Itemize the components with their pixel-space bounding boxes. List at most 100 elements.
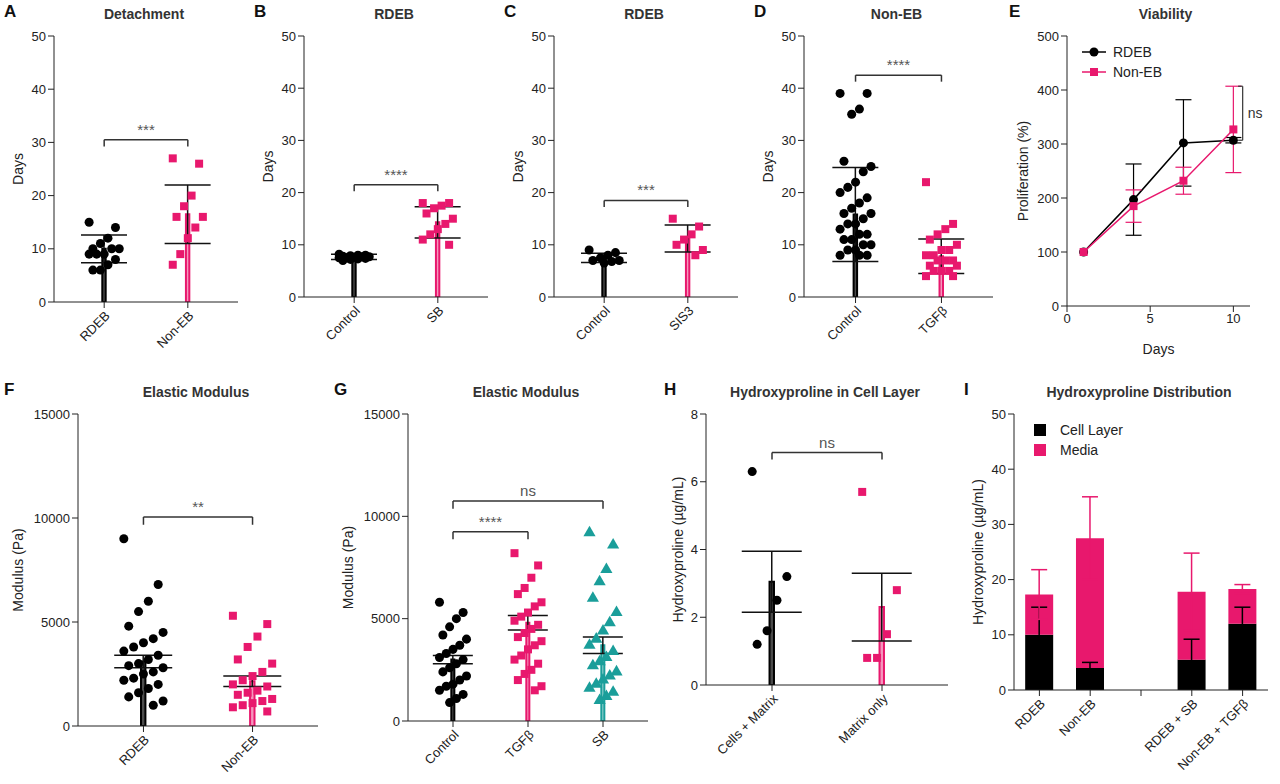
svg-text:0: 0 <box>999 683 1006 698</box>
svg-text:5000: 5000 <box>41 615 70 630</box>
svg-text:Hydroxyproline (µg/mL): Hydroxyproline (µg/mL) <box>670 477 686 623</box>
svg-text:15000: 15000 <box>34 407 70 422</box>
svg-text:RDEB: RDEB <box>77 308 113 344</box>
svg-text:500: 500 <box>1037 29 1059 44</box>
svg-text:10: 10 <box>1226 311 1240 326</box>
svg-text:Control: Control <box>824 303 864 343</box>
svg-text:0: 0 <box>539 290 546 305</box>
svg-text:40: 40 <box>532 81 546 96</box>
html-text:Elastic Modulus: Elastic Modulus <box>472 384 580 400</box>
svg-text:Matrix only: Matrix only <box>836 691 891 746</box>
svg-text:Days: Days <box>1143 341 1175 357</box>
svg-text:10: 10 <box>282 237 296 252</box>
svg-text:Non-EB: Non-EB <box>154 308 197 351</box>
svg-text:10: 10 <box>782 237 796 252</box>
svg-text:0: 0 <box>289 290 296 305</box>
svg-text:****: **** <box>384 166 408 183</box>
svg-text:50: 50 <box>32 29 46 44</box>
svg-text:Days: Days <box>260 151 276 183</box>
svg-text:****: **** <box>887 56 911 73</box>
svg-text:5: 5 <box>1147 311 1154 326</box>
html-text:Detachment: Detachment <box>103 6 185 22</box>
svg-text:10000: 10000 <box>364 509 400 524</box>
svg-text:Non-EB: Non-EB <box>218 732 261 775</box>
svg-text:RDEB + SB: RDEB + SB <box>1141 696 1201 755</box>
svg-text:Control: Control <box>323 303 363 343</box>
svg-text:ns: ns <box>520 482 536 499</box>
svg-text:Non-EB + TGFβ: Non-EB + TGFβ <box>1174 696 1251 773</box>
svg-text:0: 0 <box>789 290 796 305</box>
svg-text:30: 30 <box>782 133 796 148</box>
svg-text:SIS3: SIS3 <box>666 303 697 334</box>
svg-text:0: 0 <box>1063 311 1070 326</box>
svg-text:400: 400 <box>1037 83 1059 98</box>
html-text:Non-EB: Non-EB <box>1113 64 1162 80</box>
svg-text:Days: Days <box>510 151 526 183</box>
svg-text:SB: SB <box>424 303 447 326</box>
svg-text:20: 20 <box>782 185 796 200</box>
svg-text:0: 0 <box>63 719 70 734</box>
svg-text:20: 20 <box>532 185 546 200</box>
svg-text:5000: 5000 <box>371 611 400 626</box>
svg-text:2: 2 <box>691 610 698 625</box>
svg-text:10000: 10000 <box>34 511 70 526</box>
svg-text:Days: Days <box>760 151 776 183</box>
svg-text:50: 50 <box>782 29 796 44</box>
svg-text:200: 200 <box>1037 191 1059 206</box>
svg-text:20: 20 <box>282 185 296 200</box>
svg-text:Proliferation (%): Proliferation (%) <box>1015 121 1031 221</box>
html-text:Viability: Viability <box>1138 6 1193 22</box>
html-text:Elastic Modulus: Elastic Modulus <box>142 384 250 400</box>
svg-text:****: **** <box>479 513 503 530</box>
svg-text:***: *** <box>137 121 155 138</box>
svg-text:40: 40 <box>32 82 46 97</box>
html-text:RDEB: RDEB <box>374 6 414 22</box>
svg-text:**: ** <box>192 498 204 515</box>
svg-text:50: 50 <box>282 29 296 44</box>
svg-text:RDEB: RDEB <box>1012 696 1048 732</box>
svg-text:30: 30 <box>532 133 546 148</box>
svg-text:6: 6 <box>691 474 698 489</box>
svg-text:Control: Control <box>421 727 461 767</box>
svg-text:40: 40 <box>992 462 1006 477</box>
svg-text:0: 0 <box>1052 299 1059 314</box>
svg-text:10: 10 <box>992 627 1006 642</box>
svg-text:40: 40 <box>282 81 296 96</box>
svg-text:30: 30 <box>992 517 1006 532</box>
svg-text:Modulus (Pa): Modulus (Pa) <box>10 528 26 611</box>
html-text:RDEB: RDEB <box>624 6 664 22</box>
svg-text:TGFβ: TGFβ <box>502 727 536 761</box>
svg-text:***: *** <box>637 181 655 198</box>
svg-text:Days: Days <box>10 153 26 185</box>
svg-text:30: 30 <box>32 135 46 150</box>
svg-text:100: 100 <box>1037 245 1059 260</box>
svg-text:15000: 15000 <box>364 407 400 422</box>
svg-text:Non-EB: Non-EB <box>1056 696 1099 739</box>
svg-text:10: 10 <box>532 237 546 252</box>
html-text:Hydroxyproline in Cell Layer: Hydroxyproline in Cell Layer <box>730 384 920 400</box>
svg-text:30: 30 <box>282 133 296 148</box>
svg-text:SB: SB <box>589 727 612 750</box>
svg-text:TGFβ: TGFβ <box>916 303 950 337</box>
svg-text:8: 8 <box>691 407 698 422</box>
svg-text:40: 40 <box>782 81 796 96</box>
svg-text:0: 0 <box>393 714 400 729</box>
svg-text:RDEB: RDEB <box>116 732 152 768</box>
svg-text:50: 50 <box>992 407 1006 422</box>
svg-text:50: 50 <box>532 29 546 44</box>
svg-text:0: 0 <box>39 295 46 310</box>
html-text:Non-EB: Non-EB <box>870 6 923 22</box>
svg-text:Control: Control <box>573 303 613 343</box>
svg-text:ns: ns <box>819 434 835 451</box>
svg-text:0: 0 <box>691 678 698 693</box>
svg-text:Cells + Matrix: Cells + Matrix <box>714 691 781 758</box>
svg-text:Hydroxyproline (µg/mL): Hydroxyproline (µg/mL) <box>970 479 986 625</box>
svg-text:10: 10 <box>32 241 46 256</box>
svg-text:20: 20 <box>32 188 46 203</box>
svg-text:300: 300 <box>1037 137 1059 152</box>
svg-text:Modulus (Pa): Modulus (Pa) <box>340 526 356 609</box>
svg-text:20: 20 <box>992 572 1006 587</box>
html-text:RDEB: RDEB <box>1113 44 1152 60</box>
svg-text:4: 4 <box>691 542 698 557</box>
svg-text:ns: ns <box>1248 105 1263 121</box>
